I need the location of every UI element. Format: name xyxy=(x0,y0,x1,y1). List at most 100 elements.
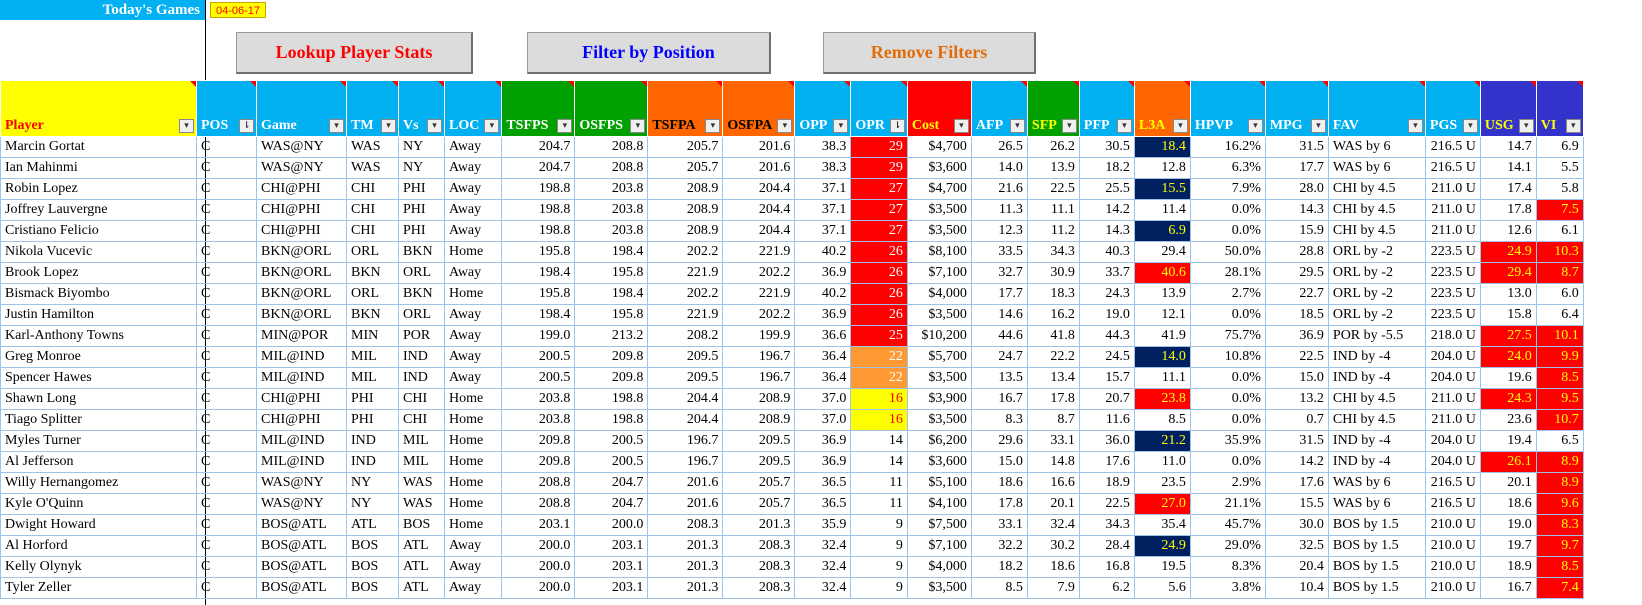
cell-usg[interactable]: 19.0 xyxy=(1479,514,1537,536)
filter-dropdown-icon[interactable]: ▾ xyxy=(1565,119,1581,133)
cell-loc[interactable]: Away xyxy=(443,178,503,200)
cell-pfp[interactable]: 36.0 xyxy=(1078,430,1135,452)
cell-osfpa[interactable]: 201.3 xyxy=(722,514,796,536)
cell-l3a[interactable]: 13.9 xyxy=(1133,283,1191,305)
cell-tsfpa[interactable]: 201.3 xyxy=(647,535,724,557)
filter-dropdown-icon[interactable]: ▾ xyxy=(1172,119,1188,133)
cell-vi[interactable]: 6.4 xyxy=(1535,304,1584,326)
cell-opp[interactable]: 35.9 xyxy=(794,514,852,536)
cell-player[interactable]: Kyle O'Quinn xyxy=(0,493,197,515)
cell-tm[interactable]: WAS xyxy=(346,136,399,158)
cell-game[interactable]: MIN@POR xyxy=(256,325,347,347)
cell-tm[interactable]: BOS xyxy=(346,556,399,578)
cell-tm[interactable]: CHI xyxy=(346,220,399,242)
cell-hpvp[interactable]: 0.0% xyxy=(1189,409,1266,431)
cell-vi[interactable]: 7.4 xyxy=(1535,577,1584,599)
cell-sfp[interactable]: 13.4 xyxy=(1026,367,1080,389)
cell-player[interactable]: Kelly Olynyk xyxy=(0,556,197,578)
cell-osfpa[interactable]: 221.9 xyxy=(722,283,796,305)
cell-tm[interactable]: MIL xyxy=(346,346,399,368)
cell-osfps[interactable]: 203.1 xyxy=(574,556,649,578)
filter-dropdown-icon[interactable]: ▾ xyxy=(630,119,646,133)
cell-pgs[interactable]: 216.5 U xyxy=(1424,493,1481,515)
cell-opr[interactable]: 26 xyxy=(850,304,908,326)
filter-dropdown-icon[interactable]: ▾ xyxy=(484,119,500,133)
cell-hpvp[interactable]: 8.3% xyxy=(1189,556,1266,578)
cell-loc[interactable]: Away xyxy=(443,325,503,347)
cell-cost[interactable]: $10,200 xyxy=(906,325,972,347)
cell-fav[interactable]: POR by -5.5 xyxy=(1327,325,1426,347)
cell-l3a[interactable]: 18.4 xyxy=(1133,136,1191,158)
cell-game[interactable]: MIL@IND xyxy=(256,451,347,473)
cell-player[interactable]: Tiago Splitter xyxy=(0,409,197,431)
cell-mpg[interactable]: 17.6 xyxy=(1264,472,1329,494)
cell-afp[interactable]: 8.5 xyxy=(970,577,1028,599)
cell-pos[interactable]: C xyxy=(196,535,257,557)
cell-hpvp[interactable]: 29.0% xyxy=(1189,535,1266,557)
cell-game[interactable]: BOS@ATL xyxy=(256,535,347,557)
cell-game[interactable]: CHI@PHI xyxy=(256,388,347,410)
cell-afp[interactable]: 18.6 xyxy=(970,472,1028,494)
cell-tsfps[interactable]: 204.7 xyxy=(501,157,576,179)
cell-osfps[interactable]: 200.5 xyxy=(574,451,649,473)
cell-cost[interactable]: $3,500 xyxy=(906,409,972,431)
cell-vs[interactable]: ORL xyxy=(398,262,445,284)
cell-opr[interactable]: 29 xyxy=(850,136,908,158)
cell-osfps[interactable]: 198.4 xyxy=(574,241,649,263)
cell-game[interactable]: WAS@NY xyxy=(256,472,347,494)
cell-pfp[interactable]: 28.4 xyxy=(1078,535,1135,557)
cell-tsfpa[interactable]: 196.7 xyxy=(647,430,724,452)
cell-vi[interactable]: 8.3 xyxy=(1535,514,1584,536)
column-header-usg[interactable]: USG ▾ xyxy=(1479,80,1537,137)
cell-osfpa[interactable]: 201.6 xyxy=(722,157,796,179)
cell-pgs[interactable]: 204.0 U xyxy=(1424,367,1481,389)
cell-opp[interactable]: 37.1 xyxy=(794,178,852,200)
cell-l3a[interactable]: 40.6 xyxy=(1133,262,1191,284)
cell-osfps[interactable]: 200.5 xyxy=(574,430,649,452)
cell-pgs[interactable]: 210.0 U xyxy=(1424,577,1481,599)
cell-tsfps[interactable]: 198.8 xyxy=(501,220,576,242)
cell-pos[interactable]: C xyxy=(196,241,257,263)
cell-pos[interactable]: C xyxy=(196,367,257,389)
cell-player[interactable]: Ian Mahinmi xyxy=(0,157,197,179)
cell-vi[interactable]: 6.0 xyxy=(1535,283,1584,305)
filter-dropdown-icon[interactable]: ▾ xyxy=(953,119,969,133)
cell-game[interactable]: WAS@NY xyxy=(256,157,347,179)
cell-cost[interactable]: $7,100 xyxy=(906,535,972,557)
cell-afp[interactable]: 32.7 xyxy=(970,262,1028,284)
cell-hpvp[interactable]: 0.0% xyxy=(1189,304,1266,326)
cell-mpg[interactable]: 29.5 xyxy=(1264,262,1329,284)
cell-opp[interactable]: 37.1 xyxy=(794,199,852,221)
cell-osfps[interactable]: 203.8 xyxy=(574,220,649,242)
filter-dropdown-icon[interactable]: ⇂ xyxy=(239,119,254,133)
cell-afp[interactable]: 44.6 xyxy=(970,325,1028,347)
cell-osfps[interactable]: 203.8 xyxy=(574,178,649,200)
cell-hpvp[interactable]: 0.0% xyxy=(1189,367,1266,389)
cell-fav[interactable]: CHI by 4.5 xyxy=(1327,388,1426,410)
cell-hpvp[interactable]: 21.1% xyxy=(1189,493,1266,515)
cell-loc[interactable]: Home xyxy=(443,430,503,452)
cell-loc[interactable]: Away xyxy=(443,199,503,221)
filter-dropdown-icon[interactable]: ▾ xyxy=(1518,119,1534,133)
cell-usg[interactable]: 20.1 xyxy=(1479,472,1537,494)
cell-tm[interactable]: BKN xyxy=(346,304,399,326)
cell-hpvp[interactable]: 2.9% xyxy=(1189,472,1266,494)
cell-osfpa[interactable]: 221.9 xyxy=(722,241,796,263)
cell-tsfps[interactable]: 200.0 xyxy=(501,556,576,578)
cell-vi[interactable]: 6.1 xyxy=(1535,220,1584,242)
cell-game[interactable]: BOS@ATL xyxy=(256,514,347,536)
cell-tm[interactable]: IND xyxy=(346,430,399,452)
cell-l3a[interactable]: 29.4 xyxy=(1133,241,1191,263)
cell-vi[interactable]: 10.7 xyxy=(1535,409,1584,431)
cell-mpg[interactable]: 32.5 xyxy=(1264,535,1329,557)
cell-osfpa[interactable]: 205.7 xyxy=(722,493,796,515)
cell-fav[interactable]: ORL by -2 xyxy=(1327,283,1426,305)
cell-afp[interactable]: 24.7 xyxy=(970,346,1028,368)
cell-mpg[interactable]: 31.5 xyxy=(1264,430,1329,452)
cell-pgs[interactable]: 223.5 U xyxy=(1424,241,1481,263)
cell-sfp[interactable]: 16.6 xyxy=(1026,472,1080,494)
cell-pfp[interactable]: 24.3 xyxy=(1078,283,1135,305)
cell-tsfpa[interactable]: 208.3 xyxy=(647,514,724,536)
cell-usg[interactable]: 24.0 xyxy=(1479,346,1537,368)
cell-cost[interactable]: $5,700 xyxy=(906,346,972,368)
